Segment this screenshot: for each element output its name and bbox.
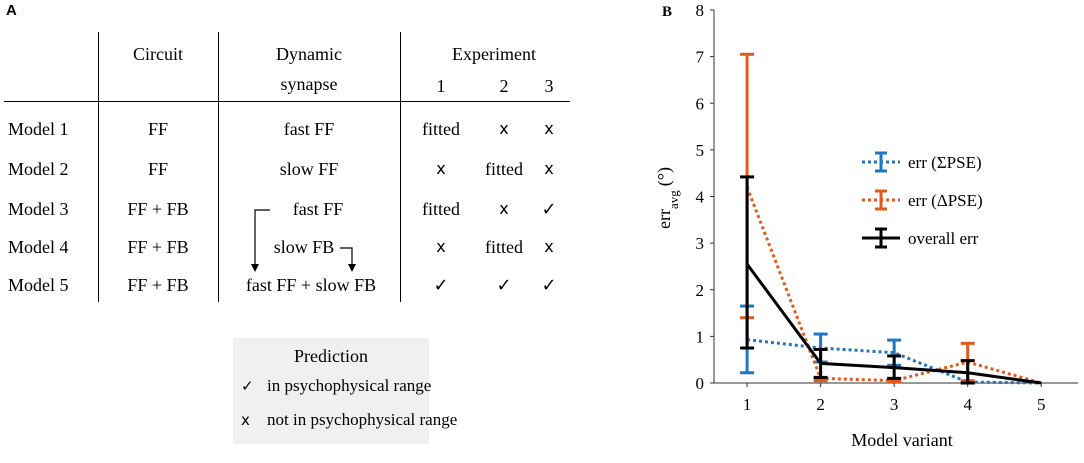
legend-title: Prediction <box>294 346 368 366</box>
x-tick-label: 3 <box>890 395 899 414</box>
legend-check-row: ✓ in psychophysical range <box>241 376 431 396</box>
check-icon: ✓ <box>541 275 557 296</box>
row-5-exp-1: ✓ <box>433 275 448 296</box>
y-tick-label: 6 <box>696 94 705 113</box>
chart-legend: err (ΣPSE) err (ΔPSE) overall err <box>862 151 983 249</box>
table-header-rule <box>4 101 570 102</box>
table-divider <box>218 32 219 302</box>
y-axis-label: erravg (°) <box>654 167 681 229</box>
row-1-exp-1: fitted <box>422 119 460 139</box>
error-bar <box>887 354 902 380</box>
row-2-exp-3: x <box>544 159 554 178</box>
y-label-main: err <box>654 209 674 229</box>
row-5-exp-3: ✓ <box>541 275 556 296</box>
combine-arrows-icon <box>251 209 356 272</box>
row-3-exp-3: ✓ <box>541 199 556 220</box>
row-5-circuit: FF + FB <box>127 275 189 295</box>
error-chart: B 0 1 2 3 4 5 6 7 8 1 2 3 4 5 Model variant erravg (°)… <box>654 1 1078 450</box>
row-model-1: Model 1 <box>8 119 69 139</box>
error-bar <box>813 347 828 379</box>
header-circuit: Circuit <box>133 44 183 64</box>
check-icon: ✓ <box>433 275 449 296</box>
panel-label-a: A <box>6 2 17 19</box>
header-experiment: Experiment <box>452 44 536 64</box>
panel-a-table: A Circuit Dynamic synapse Experiment 1 2… <box>4 2 570 444</box>
prediction-legend: Prediction ✓ in psychophysical range x not… <box>233 338 457 444</box>
legend-item: err (ΔPSE) <box>862 189 983 211</box>
row-1-exp-2: x <box>499 119 509 138</box>
row-2-exp-1: x <box>436 159 446 178</box>
y-tick-label: 7 <box>696 48 705 67</box>
legend-cross-row: x not in psychophysical range <box>241 410 457 430</box>
row-5-synapse: fast FF + slow FB <box>245 275 377 295</box>
table-divider <box>98 32 99 302</box>
error-bar <box>960 359 975 385</box>
row-2-circuit: FF <box>147 159 169 179</box>
row-4-exp-3: x <box>544 237 554 256</box>
error-bar <box>887 379 902 384</box>
row-3-exp-2: x <box>499 199 509 218</box>
y-tick-label: 8 <box>696 1 705 20</box>
header-exp-3: 3 <box>544 76 554 96</box>
row-1-synapse: fast FF <box>283 119 335 139</box>
panel-b-chart: B 0 1 2 3 4 5 6 7 8 1 2 3 4 5 Model variant erravg (°)… <box>640 0 1084 463</box>
y-tick-label: 1 <box>696 327 705 346</box>
header-synapse: synapse <box>280 74 338 94</box>
x-tick-label: 1 <box>743 395 752 414</box>
check-icon: ✓ <box>241 377 254 395</box>
y-tick-label: 5 <box>696 141 705 160</box>
error-bar <box>740 175 755 350</box>
check-icon: ✓ <box>541 199 557 220</box>
row-4-synapse: slow FB <box>273 237 335 257</box>
y-tick-label: 4 <box>696 188 705 207</box>
row-model-2: Model 2 <box>8 159 69 179</box>
row-model-5: Model 5 <box>8 275 69 295</box>
panel-label-b: B <box>662 4 672 20</box>
row-5-exp-2: ✓ <box>496 275 511 296</box>
row-model-4: Model 4 <box>8 237 69 257</box>
legend-item: overall err <box>862 227 979 249</box>
table-divider <box>400 32 401 302</box>
row-4-exp-1: x <box>436 237 446 256</box>
legend-item: err (ΣPSE) <box>862 151 982 173</box>
x-axis-label: Model variant <box>851 430 952 450</box>
chart-axes: 0 1 2 3 4 5 6 7 8 1 2 3 4 5 <box>696 1 1078 414</box>
legend-label: err (ΔPSE) <box>908 191 983 210</box>
y-label-sub: avg <box>666 190 681 209</box>
y-label-unit: (°) <box>654 167 675 186</box>
series-line <box>746 338 1042 385</box>
row-4-exp-2: fitted <box>485 237 523 257</box>
row-4-circuit: FF + FB <box>127 237 189 257</box>
y-tick-label: 3 <box>696 234 705 253</box>
x-tick-label: 2 <box>816 395 825 414</box>
row-2-synapse: slow FF <box>279 159 339 179</box>
legend-label: err (ΣPSE) <box>908 153 982 172</box>
x-tick-label: 4 <box>963 395 972 414</box>
row-1-circuit: FF <box>147 119 169 139</box>
legend-label: overall err <box>908 229 979 248</box>
row-model-3: Model 3 <box>8 199 69 219</box>
row-1-exp-3: x <box>544 119 554 138</box>
header-exp-2: 2 <box>499 76 509 96</box>
x-tick-label: 5 <box>1037 395 1046 414</box>
row-3-synapse: fast FF <box>292 199 344 219</box>
row-3-circuit: FF + FB <box>127 199 189 219</box>
header-exp-1: 1 <box>436 76 446 96</box>
legend-cross-label: not in psychophysical range <box>267 410 458 429</box>
cross-icon: x <box>241 411 250 429</box>
y-tick-label: 2 <box>696 281 705 300</box>
check-icon: ✓ <box>496 275 512 296</box>
y-tick-label: 0 <box>696 374 705 393</box>
legend-check-label: in psychophysical range <box>267 376 432 395</box>
row-2-exp-2: fitted <box>485 159 523 179</box>
row-3-exp-1: fitted <box>422 199 460 219</box>
header-dynamic: Dynamic <box>276 44 342 64</box>
chart-series <box>740 52 1042 385</box>
